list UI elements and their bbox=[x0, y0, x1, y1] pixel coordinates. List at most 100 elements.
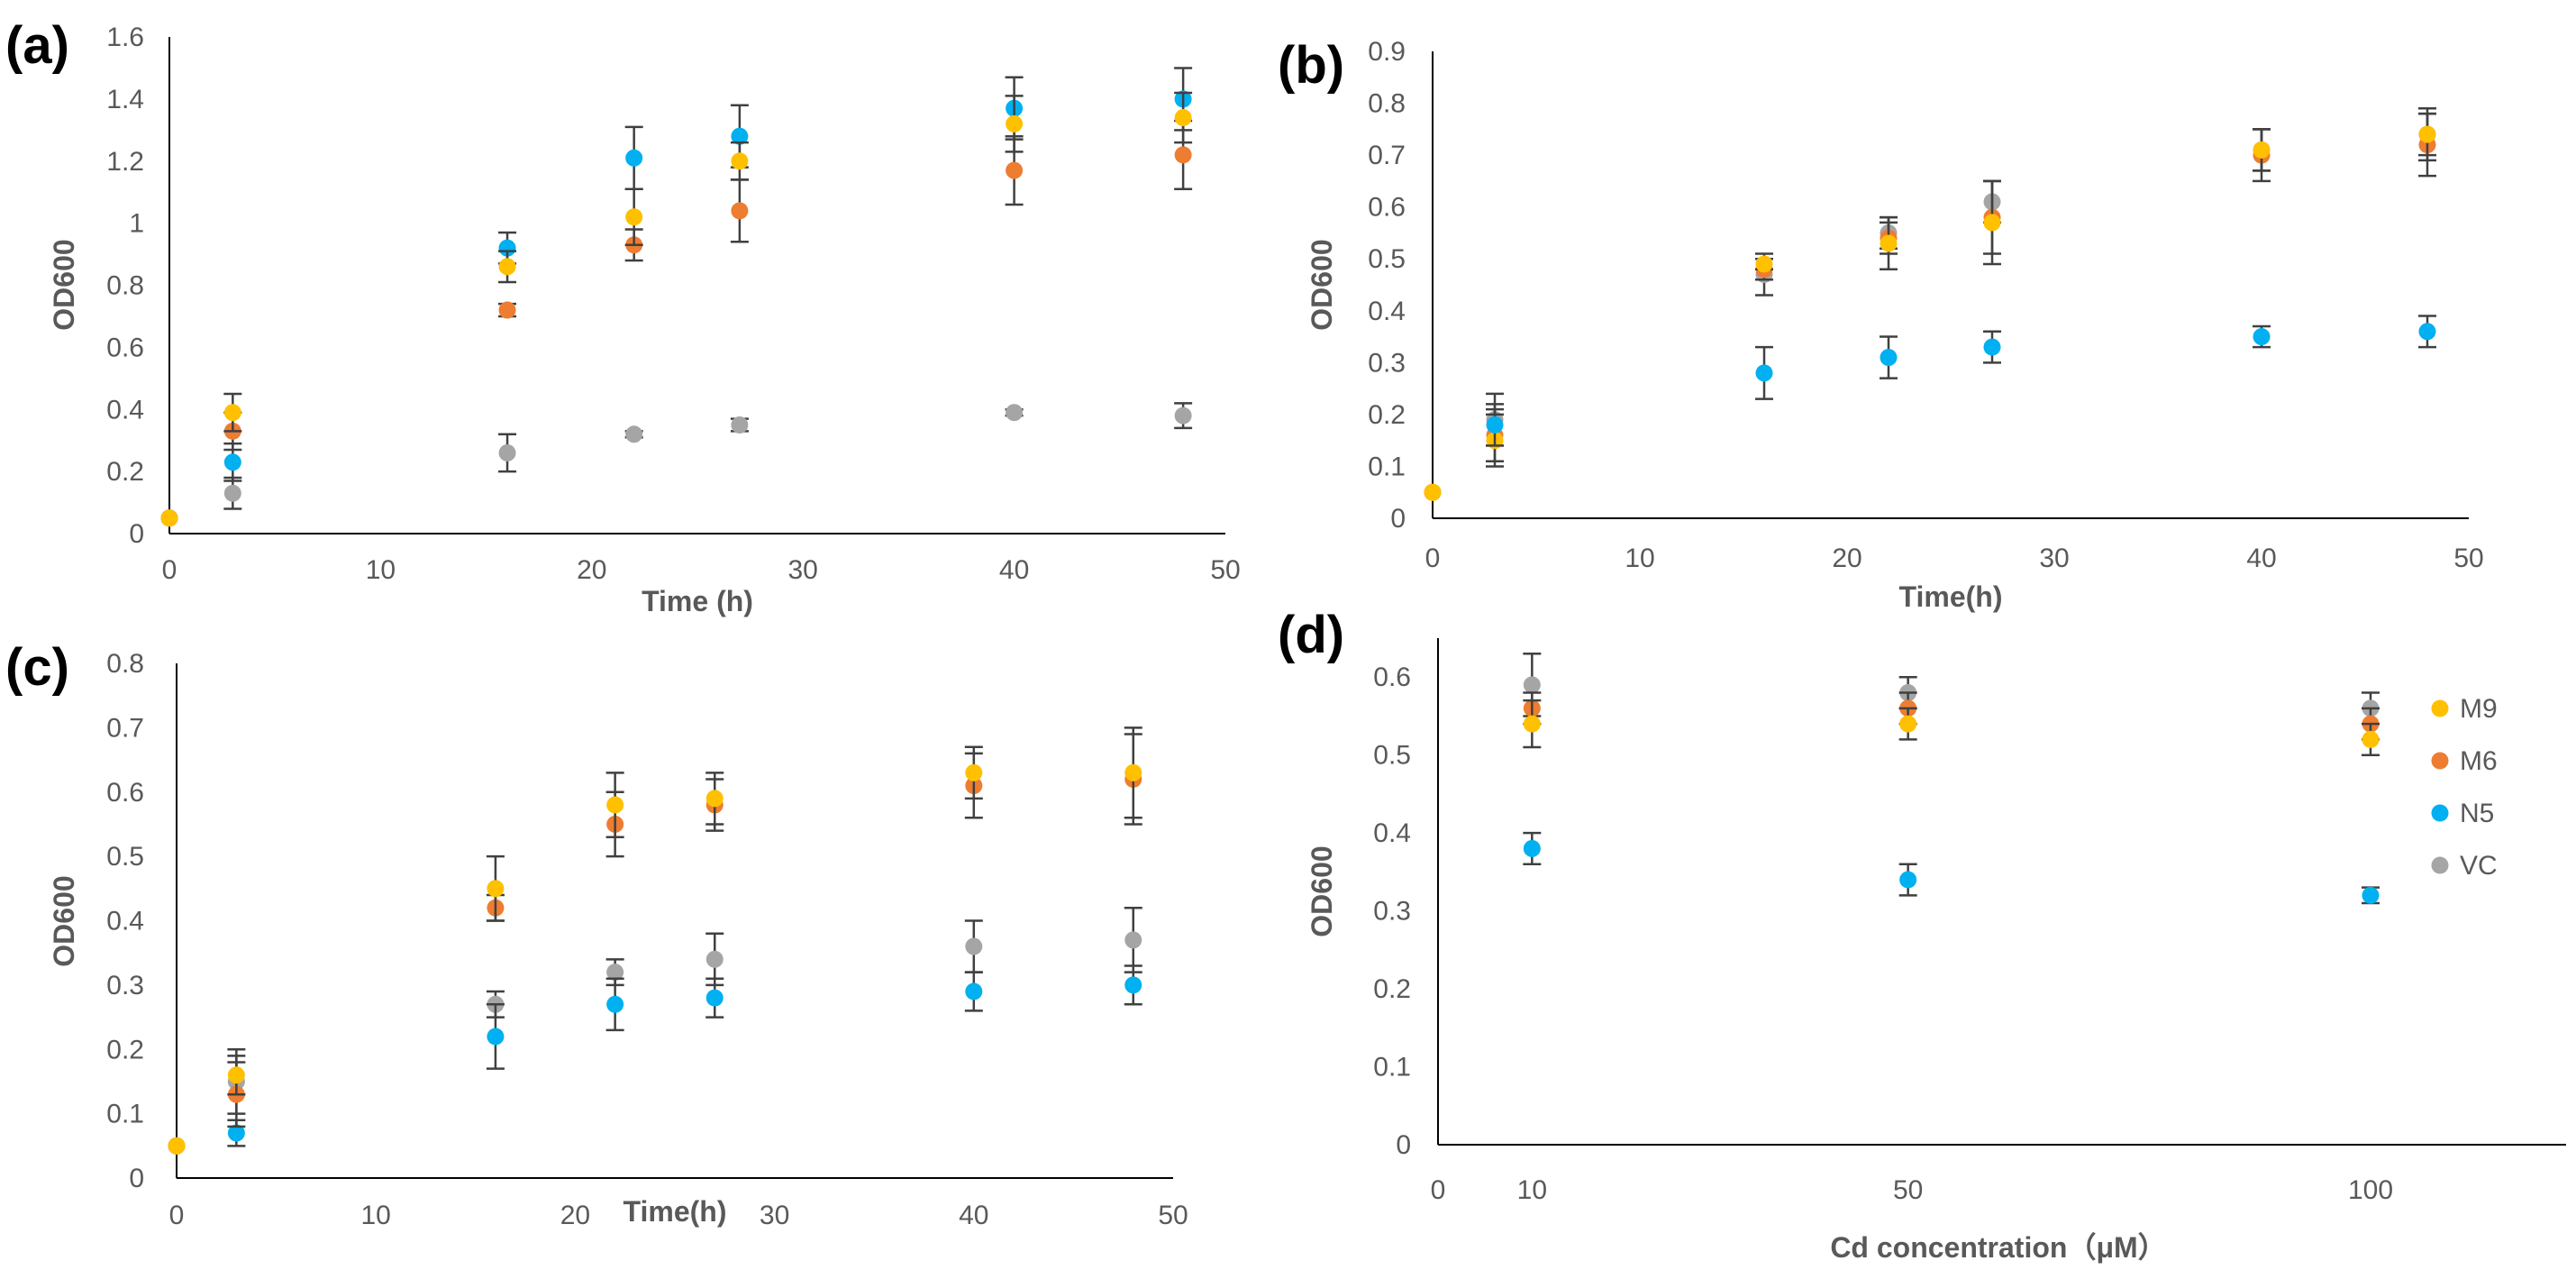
data-point-m9 bbox=[160, 509, 178, 527]
data-point-vc bbox=[1006, 404, 1024, 422]
data-point-n5 bbox=[606, 995, 624, 1013]
x-tick-label: 20 bbox=[577, 555, 606, 585]
series-m9 bbox=[168, 726, 1142, 1155]
data-point-n5 bbox=[705, 989, 724, 1007]
y-tick-label: 0 bbox=[1396, 1130, 1411, 1160]
y-tick-label: 0.6 bbox=[106, 778, 144, 808]
series-vc bbox=[1523, 653, 2380, 726]
x-tick-label: 20 bbox=[560, 1201, 590, 1230]
x-tick-label: 40 bbox=[959, 1201, 988, 1230]
series-m9 bbox=[160, 91, 1193, 527]
data-point-m9 bbox=[705, 790, 724, 808]
data-point-n5 bbox=[2418, 323, 2436, 341]
series-m6 bbox=[1424, 112, 2436, 501]
data-point-n5 bbox=[2362, 886, 2380, 904]
y-tick-label: 0.6 bbox=[106, 333, 144, 362]
x-tick-label: 30 bbox=[788, 555, 818, 585]
data-point-n5 bbox=[625, 149, 643, 167]
y-tick-label: 0.8 bbox=[106, 649, 144, 679]
y-tick-label: 0 bbox=[129, 519, 144, 549]
data-point-n5 bbox=[487, 1028, 505, 1046]
data-point-n5 bbox=[1983, 338, 2001, 356]
x-tick-label: 0 bbox=[1425, 544, 1441, 573]
data-point-vc bbox=[1124, 931, 1142, 949]
x-tick-label: 0 bbox=[169, 1201, 185, 1230]
chart-panel-a: (a) 0 0.2 0.4 0.6 0.8 1 1.2 1.4 1.6 0 10 20 30 40 50 Tim… bbox=[5, 16, 1241, 617]
y-axis-title: OD600 bbox=[1306, 239, 1338, 330]
y-axis-title: OD600 bbox=[1306, 845, 1338, 936]
y-tick-label: 0.1 bbox=[106, 1100, 144, 1129]
x-tick-label: 50 bbox=[1893, 1175, 1923, 1205]
y-tick-label: 0.1 bbox=[1368, 452, 1406, 481]
series-n5 bbox=[160, 67, 1193, 527]
y-tick-label: 0.4 bbox=[106, 395, 144, 425]
x-axis-title: Time(h) bbox=[624, 1195, 727, 1228]
y-axis-title: OD600 bbox=[48, 875, 80, 966]
legend-label-vc: VC bbox=[2460, 851, 2498, 881]
chart-panel-b: (b) 0 0.1 0.2 0.3 0.4 0.5 0.6 0.7 0.8 0.9 0 10 20 30 40… bbox=[1278, 36, 2484, 613]
y-tick-label: 0.2 bbox=[106, 1035, 144, 1064]
data-point-n5 bbox=[1880, 349, 1898, 367]
panel-label: (c) bbox=[5, 638, 69, 697]
data-point-m9 bbox=[1006, 114, 1024, 132]
y-tick-label: 1 bbox=[129, 209, 144, 239]
data-point-vc bbox=[625, 425, 643, 443]
panel-label: (a) bbox=[5, 16, 69, 75]
data-point-n5 bbox=[965, 982, 983, 1000]
x-axis-title: Cd concentration（μM） bbox=[1830, 1231, 2166, 1264]
data-point-vc bbox=[1174, 407, 1192, 425]
data-point-vc bbox=[965, 937, 983, 955]
data-point-m9 bbox=[2253, 141, 2271, 159]
x-axis-title: Time(h) bbox=[1899, 580, 2003, 613]
data-point-m9 bbox=[227, 1066, 245, 1084]
chart-panel-c: (c) 0 0.1 0.2 0.3 0.4 0.5 0.6 0.7 0.8 0 10 20 30 40 50 T… bbox=[5, 638, 1188, 1230]
legend-marker-m6 bbox=[2431, 752, 2449, 770]
data-point-n5 bbox=[227, 1124, 245, 1142]
data-point-vc bbox=[498, 443, 516, 461]
x-tick-label: 0 bbox=[162, 555, 177, 585]
series-m9 bbox=[1523, 699, 2380, 756]
x-tick-label: 10 bbox=[361, 1201, 391, 1230]
x-tick-label: 50 bbox=[1158, 1201, 1188, 1230]
data-point-m6 bbox=[1006, 161, 1024, 179]
data-point-m9 bbox=[731, 152, 749, 170]
data-point-m9 bbox=[2418, 125, 2436, 143]
x-tick-label: 10 bbox=[366, 555, 396, 585]
x-tick-label: 30 bbox=[2039, 544, 2069, 573]
data-point-n5 bbox=[1899, 871, 1917, 889]
x-tick-label: 10 bbox=[1625, 544, 1654, 573]
y-tick-label: 1.6 bbox=[106, 23, 144, 52]
data-point-m6 bbox=[498, 301, 516, 319]
data-point-m9 bbox=[2362, 730, 2380, 748]
legend-label-n5: N5 bbox=[2460, 799, 2494, 828]
y-tick-label: 1.4 bbox=[106, 85, 144, 114]
series-n5 bbox=[1486, 315, 2436, 447]
series-vc bbox=[160, 402, 1193, 527]
x-tick-label: 40 bbox=[999, 555, 1029, 585]
x-tick-label: 20 bbox=[1832, 544, 1861, 573]
x-tick-label: 40 bbox=[2246, 544, 2276, 573]
x-tick-label: 30 bbox=[760, 1201, 789, 1230]
data-point-n5 bbox=[223, 453, 241, 471]
data-point-m9 bbox=[1983, 214, 2001, 232]
y-tick-label: 0.9 bbox=[1368, 37, 1406, 67]
y-tick-label: 0.8 bbox=[106, 271, 144, 301]
data-point-m9 bbox=[1755, 255, 1773, 273]
data-point-m9 bbox=[1174, 109, 1192, 127]
y-tick-label: 0.2 bbox=[106, 457, 144, 487]
legend-label-m9: M9 bbox=[2460, 694, 2498, 724]
y-tick-label: 0 bbox=[1390, 504, 1406, 534]
data-point-vc bbox=[705, 950, 724, 968]
data-point-n5 bbox=[2253, 328, 2271, 346]
data-point-m9 bbox=[168, 1137, 186, 1155]
data-point-m6 bbox=[731, 202, 749, 220]
y-tick-label: 0.8 bbox=[1368, 89, 1406, 119]
data-point-m9 bbox=[1424, 483, 1442, 501]
legend-label-m6: M6 bbox=[2460, 746, 2498, 776]
data-point-n5 bbox=[1523, 839, 1541, 857]
y-axis-title: OD600 bbox=[48, 239, 80, 330]
y-tick-label: 0.1 bbox=[1373, 1053, 1411, 1083]
y-tick-label: 0.2 bbox=[1373, 974, 1411, 1004]
data-point-m9 bbox=[1124, 763, 1142, 781]
